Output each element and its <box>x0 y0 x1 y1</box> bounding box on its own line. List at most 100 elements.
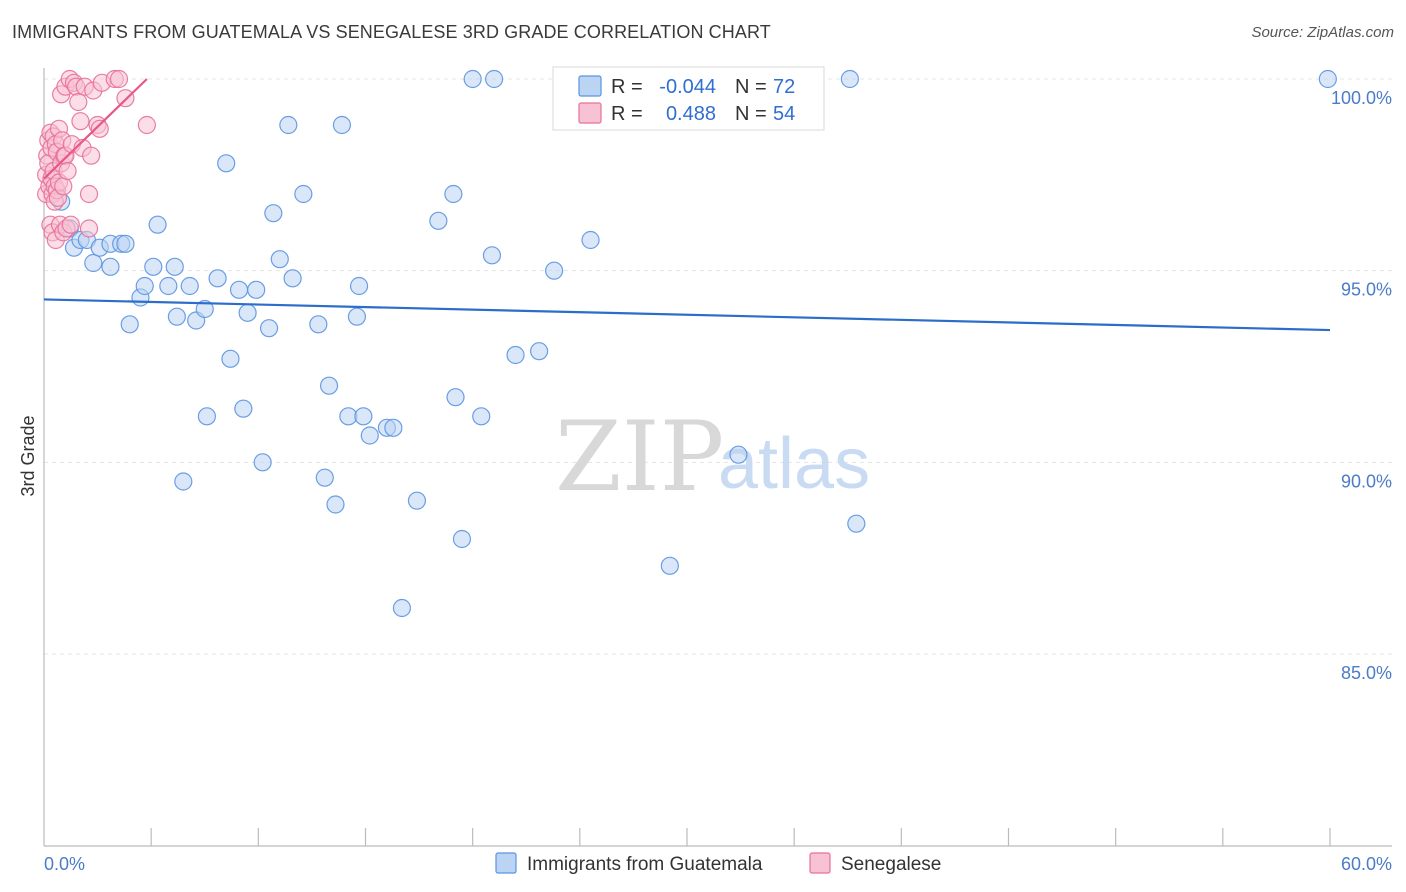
guatemala-point-17 <box>165 257 184 276</box>
bottom-legend-swatch-blue <box>495 852 517 874</box>
guatemala-point-24 <box>208 269 227 288</box>
guatemala-point-5 <box>84 253 103 273</box>
legend-r-label-1: R = <box>611 103 643 125</box>
guatemala-point-38 <box>309 315 328 334</box>
senegalese-trend-line <box>43 78 148 180</box>
guatemala-point-14 <box>144 257 163 276</box>
guatemala-point-58 <box>482 246 502 265</box>
guatemala-point-37 <box>294 184 313 204</box>
guatemala-point-16 <box>159 276 178 296</box>
guatemala-point-59 <box>485 69 504 89</box>
legend-swatch-pink <box>578 102 602 124</box>
guatemala-point-26 <box>221 349 240 368</box>
guatemala-point-34 <box>270 250 289 269</box>
senegalese-point-53 <box>137 115 156 135</box>
senegalese-point-28 <box>54 177 73 196</box>
guatemala-point-15 <box>148 215 167 234</box>
legend-swatch-blue <box>578 75 602 97</box>
guatemala-point-67 <box>840 69 859 89</box>
guatemala-point-55 <box>452 529 472 549</box>
guatemala-point-20 <box>180 276 199 296</box>
guatemala-point-32 <box>259 319 279 338</box>
guatemala-point-23 <box>197 407 216 426</box>
y-tick-label-2: 90.0% <box>1341 471 1392 491</box>
guatemala-point-54 <box>446 388 465 407</box>
guatemala-point-52 <box>429 211 448 230</box>
guatemala-point-27 <box>229 280 249 299</box>
guatemala-point-18 <box>167 307 186 326</box>
series-guatemala-points <box>52 69 1337 618</box>
guatemala-point-65 <box>729 445 748 464</box>
series-senegalese-points <box>37 69 156 250</box>
legend-r-value-1: 0.488 <box>666 103 716 125</box>
senegalese-point-43 <box>79 219 99 238</box>
guatemala-point-62 <box>545 261 564 280</box>
y-tick-label-1: 95.0% <box>1341 280 1392 300</box>
guatemala-point-29 <box>238 303 257 322</box>
guatemala-point-69 <box>1318 69 1337 89</box>
bottom-legend: Immigrants from Guatemala Senegalese <box>495 852 941 875</box>
senegalese-point-45 <box>82 146 101 165</box>
legend: R = -0.044 N = 72 R = 0.488 N = 54 <box>552 66 825 131</box>
y-tick-label-0: 100.0% <box>1331 88 1392 108</box>
bottom-legend-label-guatemala: Immigrants from Guatemala <box>527 854 763 875</box>
senegalese-point-39 <box>69 92 88 112</box>
guatemala-point-44 <box>347 307 367 326</box>
watermark: ZIP atlas <box>555 401 870 513</box>
watermark-atlas: atlas <box>718 424 870 504</box>
y-tick-labels: 100.0% 95.0% 90.0% 85.0% <box>1331 88 1392 683</box>
guatemala-trend-line <box>43 298 1331 332</box>
x-ticks <box>150 828 1331 846</box>
grid-lines <box>44 78 1392 655</box>
legend-r-value-0: -0.044 <box>659 76 716 98</box>
guatemala-point-46 <box>354 407 373 426</box>
legend-r-label-0: R = <box>611 76 643 98</box>
guatemala-point-42 <box>332 115 352 135</box>
x-tick-label-min: 0.0% <box>44 854 85 874</box>
guatemala-point-19 <box>174 472 193 491</box>
guatemala-point-57 <box>472 407 491 426</box>
guatemala-point-49 <box>384 418 403 437</box>
guatemala-point-50 <box>392 598 412 618</box>
guatemala-point-41 <box>326 495 345 514</box>
senegalese-point-48 <box>90 119 109 138</box>
trend-lines <box>43 78 1331 332</box>
guatemala-point-11 <box>120 315 139 334</box>
guatemala-point-35 <box>279 115 298 135</box>
guatemala-point-25 <box>217 154 236 173</box>
bottom-legend-swatch-pink <box>809 852 831 874</box>
guatemala-point-31 <box>253 453 272 472</box>
source-credit: Source: ZipAtlas.com <box>1251 24 1394 41</box>
guatemala-point-39 <box>315 468 334 487</box>
guatemala-point-10 <box>116 234 135 253</box>
senegalese-point-33 <box>58 161 77 181</box>
guatemala-point-13 <box>135 276 154 296</box>
senegalese-point-44 <box>79 184 99 204</box>
guatemala-point-36 <box>283 269 302 288</box>
guatemala-point-30 <box>247 280 266 299</box>
senegalese-point-40 <box>71 112 90 131</box>
guatemala-point-33 <box>264 204 283 223</box>
guatemala-point-64 <box>660 556 679 575</box>
guatemala-point-45 <box>349 276 369 296</box>
legend-n-value-1: 54 <box>773 103 795 125</box>
legend-n-label-0: N = <box>735 76 767 98</box>
guatemala-point-53 <box>444 184 463 204</box>
bottom-legend-label-senegalese: Senegalese <box>841 854 941 875</box>
watermark-zip: ZIP <box>555 401 724 513</box>
legend-n-value-0: 72 <box>773 76 795 98</box>
guatemala-point-68 <box>847 514 866 533</box>
y-axis-label: 3rd Grade <box>18 415 38 496</box>
guatemala-point-60 <box>506 345 525 365</box>
guatemala-point-63 <box>581 230 600 250</box>
guatemala-point-8 <box>101 257 120 276</box>
legend-n-label-1: N = <box>735 103 767 125</box>
guatemala-point-56 <box>463 69 482 89</box>
guatemala-point-40 <box>319 376 339 395</box>
y-tick-label-3: 85.0% <box>1341 663 1392 683</box>
guatemala-point-28 <box>234 399 253 418</box>
guatemala-point-51 <box>407 491 427 510</box>
senegalese-point-51 <box>109 69 129 89</box>
x-tick-label-max: 60.0% <box>1341 854 1392 874</box>
